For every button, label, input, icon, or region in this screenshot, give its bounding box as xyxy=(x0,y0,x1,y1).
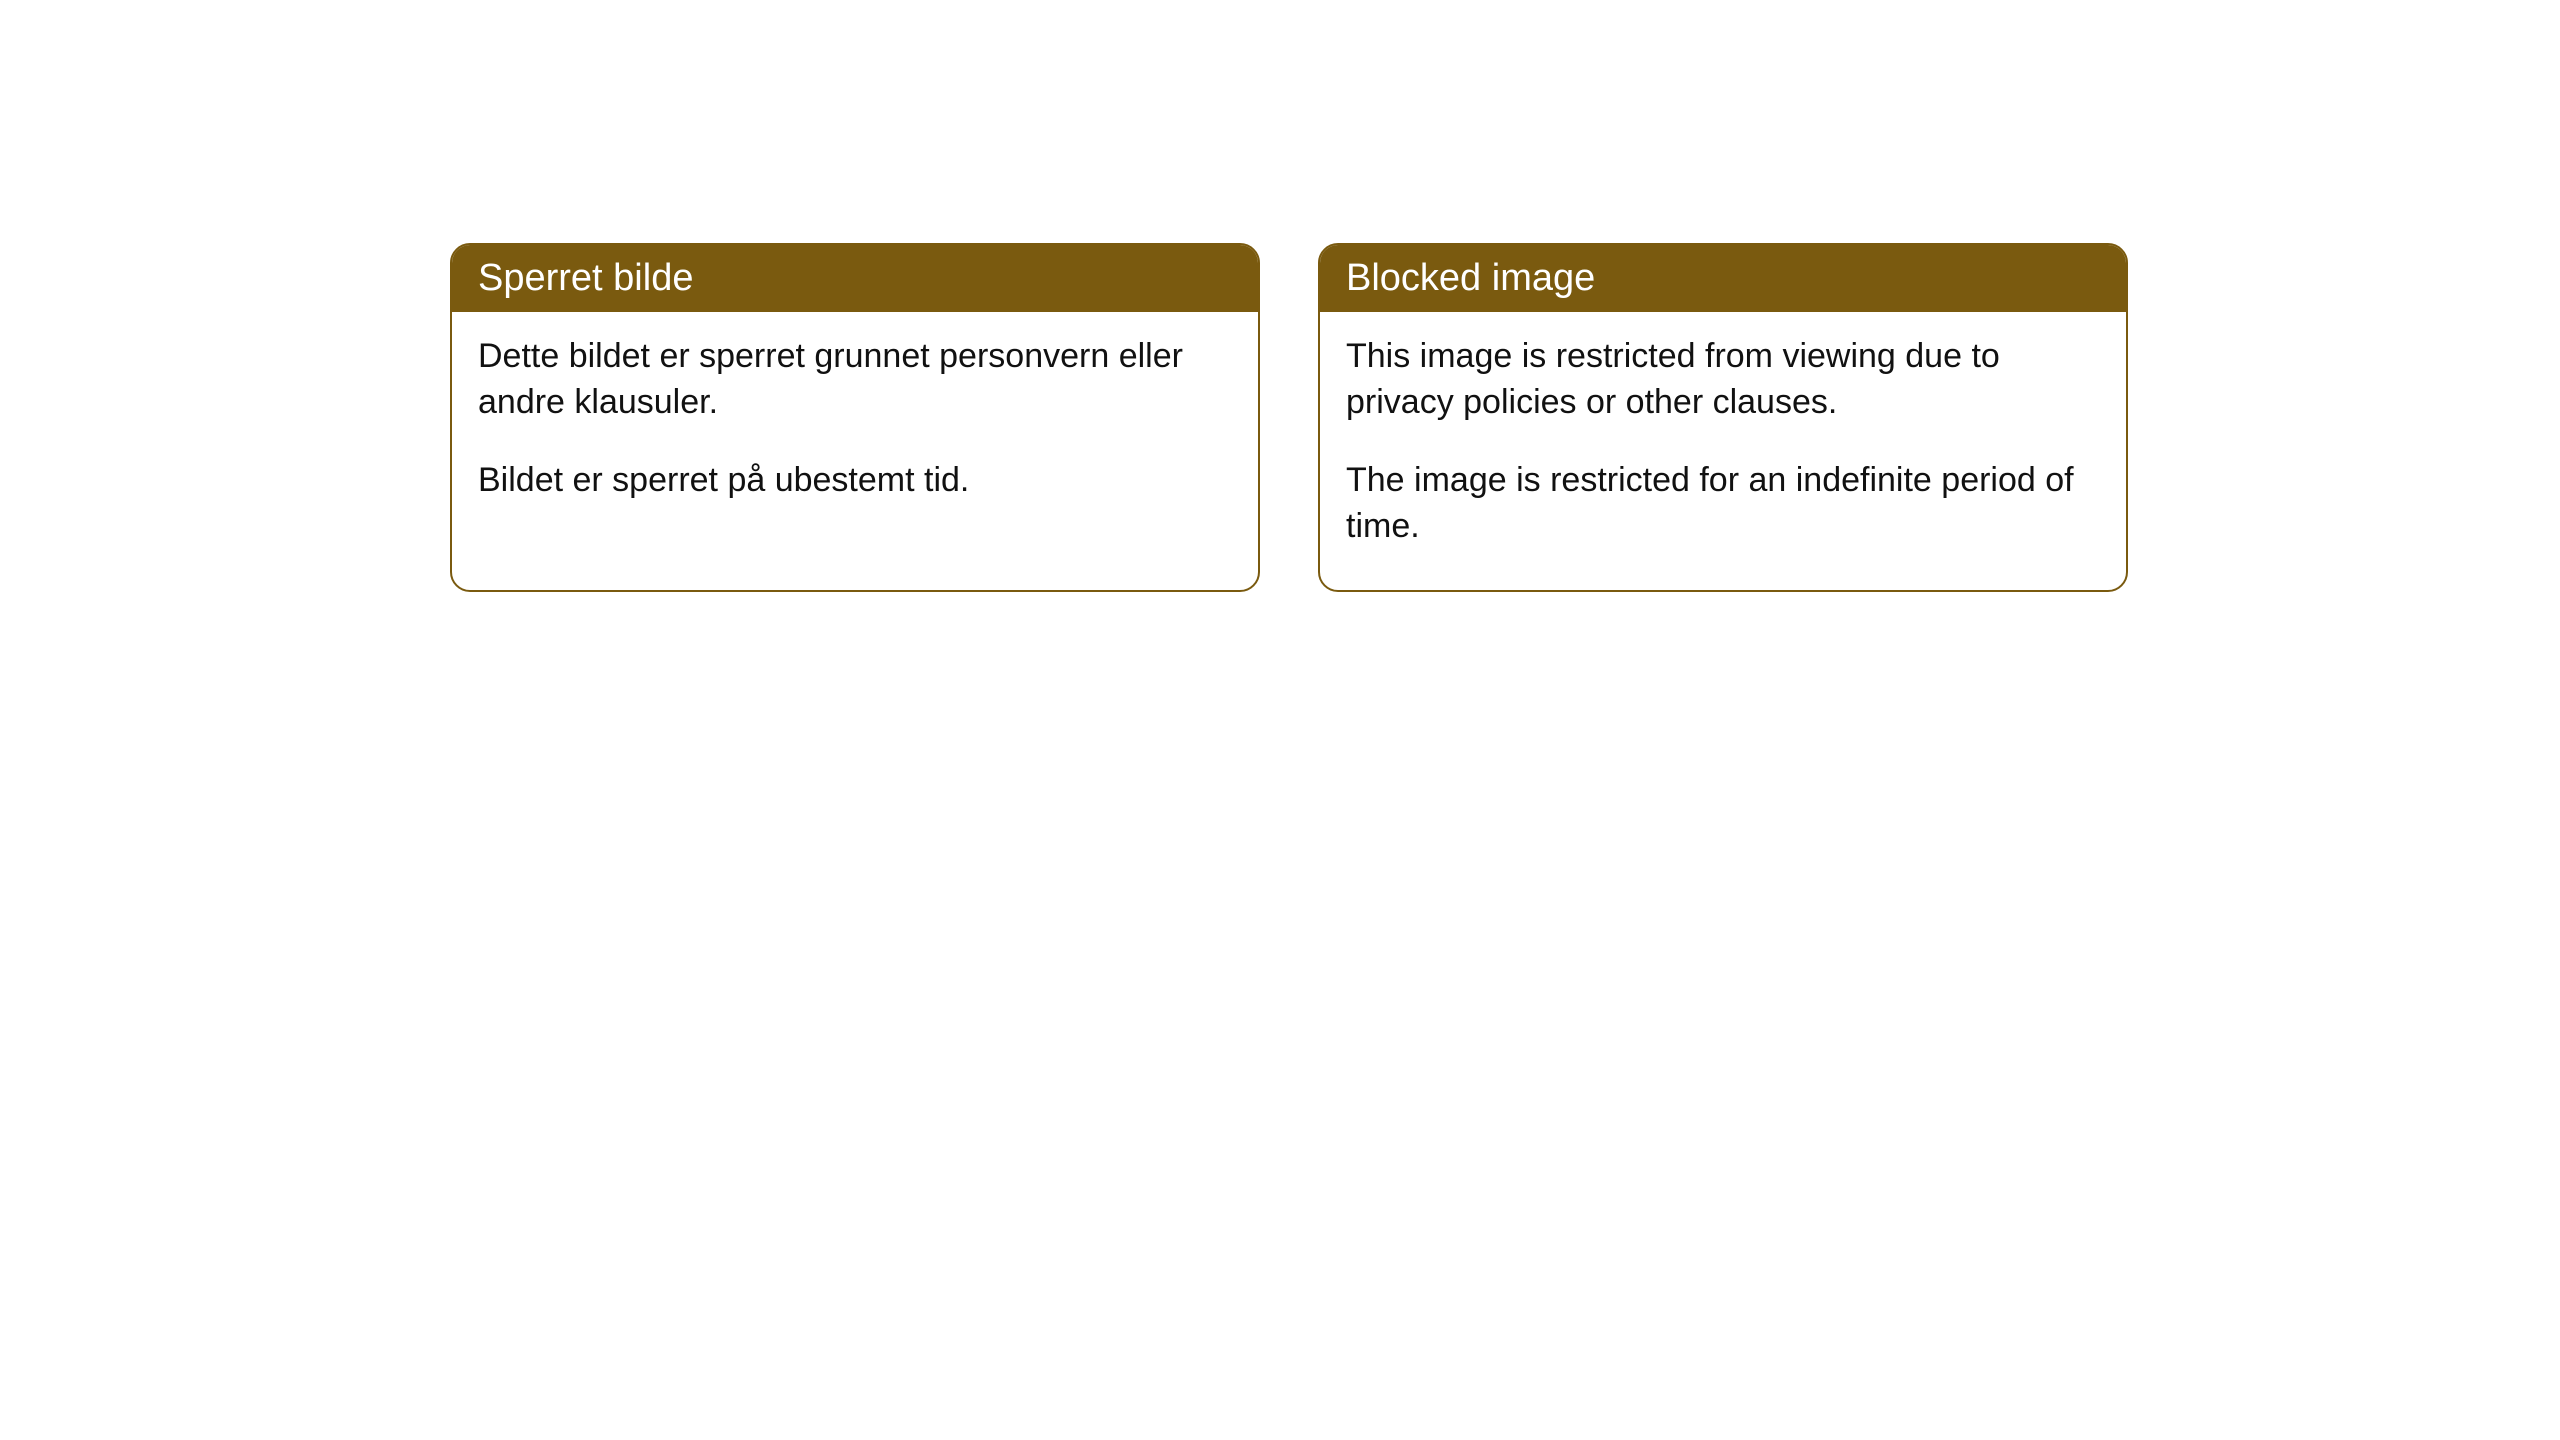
card-body: Dette bildet er sperret grunnet personve… xyxy=(452,312,1258,544)
card-title: Sperret bilde xyxy=(478,257,693,299)
card-paragraph: Bildet er sperret på ubestemt tid. xyxy=(478,458,1232,504)
card-paragraph: The image is restricted for an indefinit… xyxy=(1346,458,2100,550)
notice-card-norwegian: Sperret bilde Dette bildet er sperret gr… xyxy=(450,243,1260,592)
card-title: Blocked image xyxy=(1346,257,1595,299)
card-paragraph: Dette bildet er sperret grunnet personve… xyxy=(478,334,1232,426)
card-header: Blocked image xyxy=(1320,245,2126,312)
card-header: Sperret bilde xyxy=(452,245,1258,312)
notice-cards-container: Sperret bilde Dette bildet er sperret gr… xyxy=(0,0,2560,592)
card-body: This image is restricted from viewing du… xyxy=(1320,312,2126,590)
notice-card-english: Blocked image This image is restricted f… xyxy=(1318,243,2128,592)
card-paragraph: This image is restricted from viewing du… xyxy=(1346,334,2100,426)
